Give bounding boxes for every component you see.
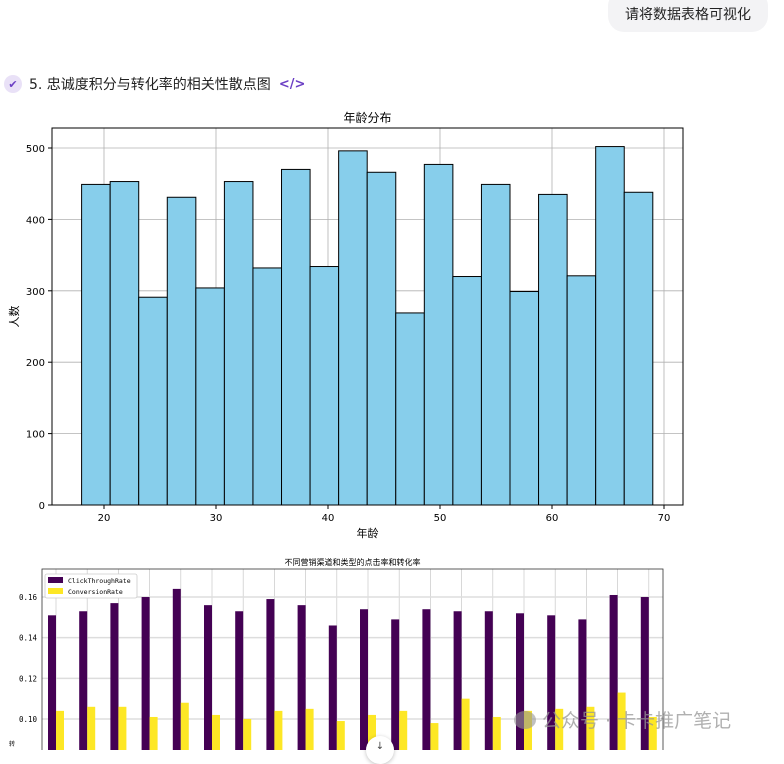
bar-conversionrate (430, 723, 439, 750)
histogram-bar (309, 266, 340, 506)
plot-frame (41, 568, 664, 750)
bar-conversionrate (368, 714, 376, 750)
y-axis-label: 转 (9, 740, 15, 748)
histogram-bar (366, 171, 397, 506)
bar-clickthroughrate (453, 611, 462, 750)
plot-frame (51, 127, 684, 506)
code-icon[interactable]: </> (278, 76, 306, 92)
bar-clickthroughrate (609, 594, 618, 750)
x-axis-label: 年龄 (357, 526, 379, 540)
bar-conversionrate (461, 698, 470, 750)
y-tick-label: 0.10 (19, 715, 38, 724)
scroll-down-button[interactable]: ↓ (366, 736, 394, 764)
chart-title: 不同营销渠道和类型的点击率和转化率 (285, 557, 421, 567)
bar-clickthroughrate (547, 615, 556, 750)
y-tick-label: 300 (26, 287, 45, 298)
bar-clickthroughrate (578, 619, 587, 750)
bar-clickthroughrate (172, 588, 181, 750)
y-tick-label: 0.14 (19, 634, 38, 643)
bar-conversionrate (648, 716, 657, 750)
bar-clickthroughrate (297, 605, 306, 750)
legend-label: ClickThroughRate (68, 577, 131, 585)
bar-clickthroughrate (266, 599, 275, 750)
check-icon: ✔ (4, 75, 22, 93)
bar-conversionrate (492, 716, 501, 750)
bar-clickthroughrate (141, 597, 150, 750)
x-tick-label: 70 (658, 513, 671, 524)
watermark: 公众号 · 卡卡推广笔记 (514, 706, 731, 733)
bar-clickthroughrate (640, 597, 649, 750)
bar-clickthroughrate (110, 603, 119, 750)
histogram-bar (338, 150, 368, 506)
histogram-bar (252, 267, 283, 506)
histogram-bar (138, 296, 168, 506)
bar-conversionrate (180, 702, 189, 750)
y-tick-label: 0.12 (19, 674, 37, 683)
bar-clickthroughrate (391, 619, 400, 750)
y-tick-label: 200 (26, 358, 45, 369)
histogram-bar (595, 146, 625, 506)
bar-conversionrate (399, 710, 408, 750)
bar-clickthroughrate (516, 613, 524, 750)
bar-conversionrate (555, 708, 564, 750)
bar-clickthroughrate (328, 625, 337, 750)
user-message: 请将数据表格可视化 (625, 7, 751, 23)
bar-clickthroughrate (204, 605, 212, 750)
histogram-bar (281, 168, 311, 506)
bar-conversionrate (336, 721, 345, 750)
histogram-bar (623, 191, 654, 506)
x-tick-label: 30 (210, 513, 223, 524)
bar-conversionrate (617, 692, 626, 750)
step-label: 5. 忠诚度积分与转化率的相关性散点图 (29, 77, 271, 93)
bar-conversionrate (243, 719, 252, 750)
bar-conversionrate (212, 714, 220, 750)
legend-swatch (48, 588, 63, 594)
histogram-bar (195, 287, 225, 506)
x-tick-label: 50 (434, 513, 447, 524)
y-tick-label: 100 (26, 430, 45, 441)
histogram-bar (538, 193, 568, 506)
bar-clickthroughrate (484, 611, 493, 750)
legend-swatch (48, 577, 63, 583)
x-tick-label: 40 (322, 513, 335, 524)
bar-conversionrate (586, 706, 595, 750)
step-header: ✔ 5. 忠诚度积分与转化率的相关性散点图 </> (4, 74, 305, 94)
y-tick-label: 0.16 (19, 593, 38, 602)
bar-conversionrate (524, 710, 532, 750)
x-tick-label: 20 (98, 513, 111, 524)
age-histogram: 年龄分布 20 30 40 50 60 70 0 100 200 300 400 500 年龄 人数 (8, 111, 684, 540)
wechat-icon (514, 710, 536, 729)
y-tick-label: 400 (26, 215, 45, 226)
histogram-bar (81, 183, 111, 506)
bar-clickthroughrate (422, 609, 431, 750)
x-tick-label: 60 (546, 513, 559, 524)
histogram-bar (566, 275, 597, 506)
bar-clickthroughrate (235, 611, 244, 750)
histogram-bar (395, 312, 425, 506)
bar-conversionrate (87, 706, 96, 750)
bar-conversionrate (305, 708, 314, 750)
bar-clickthroughrate (48, 615, 56, 750)
legend-label: ConversionRate (68, 588, 123, 596)
histogram-bar (423, 163, 454, 506)
bar-clickthroughrate (79, 611, 88, 750)
bar-clickthroughrate (360, 609, 368, 750)
y-tick-label: 0 (39, 501, 45, 512)
bar-conversionrate (274, 710, 283, 750)
y-tick-label: 500 (26, 144, 45, 155)
y-axis-label: 人数 (8, 306, 21, 328)
chart-title: 年龄分布 (343, 111, 391, 125)
watermark-text: 公众号 · 卡卡推广笔记 (542, 710, 732, 732)
user-message-bubble: 请将数据表格可视化 (608, 0, 768, 32)
bar-conversionrate (118, 706, 127, 750)
legend (44, 573, 138, 599)
bar-conversionrate (56, 710, 64, 750)
histogram-bar (452, 276, 482, 506)
bar-conversionrate (149, 716, 158, 750)
